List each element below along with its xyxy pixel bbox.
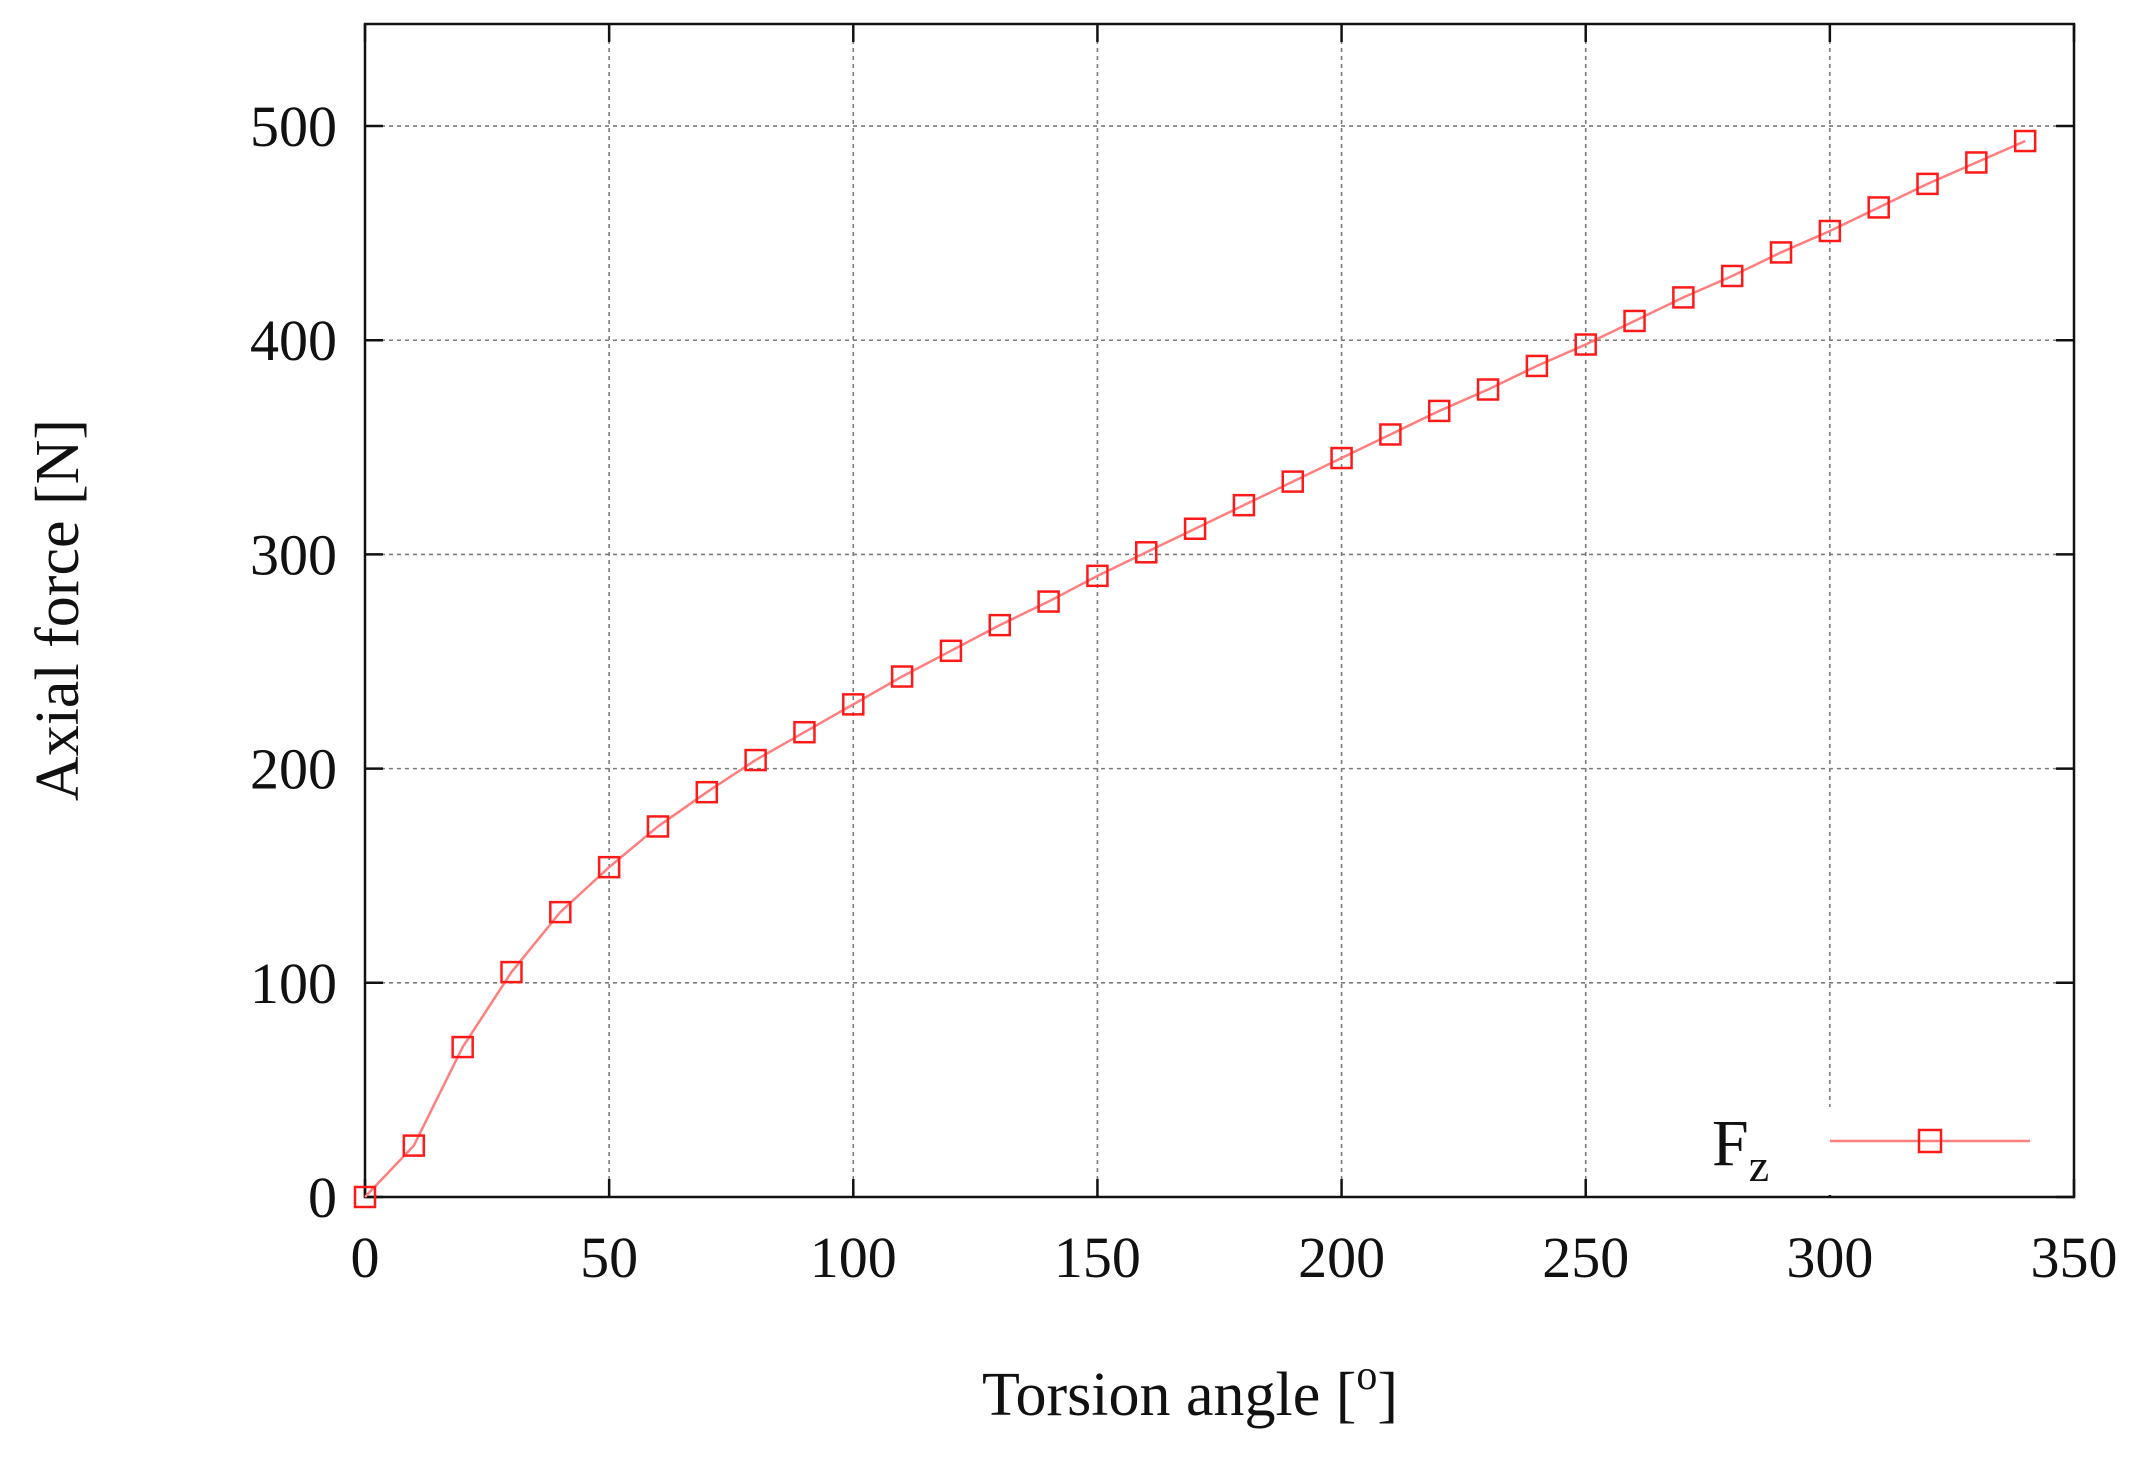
data-point-marker — [988, 613, 1012, 637]
data-point-marker — [500, 960, 523, 984]
axis-ticks — [363, 24, 2076, 1199]
data-point-marker — [597, 855, 621, 879]
data-point-marker — [890, 665, 914, 688]
data-point-marker — [1037, 590, 1060, 613]
x-tick-label: 150 — [1054, 1225, 1141, 1290]
data-point-marker — [1818, 219, 1842, 243]
data-point-marker — [695, 780, 719, 804]
legend: Fz — [1684, 1107, 2070, 1195]
tick-labels: 0 50 100 150 200 250 300 350 0 100 200 300 400 500 — [250, 94, 2118, 1290]
data-point-marker — [1916, 172, 1939, 196]
data-point-marker — [1183, 517, 1207, 540]
y-tick-label: 400 — [250, 308, 337, 373]
data-point-marker — [1720, 264, 1744, 288]
data-point-marker — [1672, 286, 1695, 309]
data-point-marker — [1232, 493, 1256, 517]
x-tick-label: 0 — [351, 1225, 380, 1290]
x-tick-label: 300 — [1786, 1225, 1873, 1290]
x-tick-label: 200 — [1298, 1225, 1385, 1290]
data-point-marker — [1525, 354, 1549, 378]
x-axis-title-superscript: o — [1356, 1353, 1377, 1399]
x-axis-title-main: Torsion angle [ — [982, 1361, 1356, 1429]
grid-lines — [365, 24, 2074, 1197]
legend-series-label: Fz — [1712, 1107, 1769, 1191]
x-tick-label: 100 — [810, 1225, 897, 1290]
x-tick-label: 350 — [2031, 1225, 2118, 1290]
data-point-marker — [1623, 309, 1646, 333]
data-point-marker — [451, 1035, 474, 1059]
x-tick-label: 50 — [580, 1225, 638, 1290]
y-tick-label: 0 — [308, 1165, 337, 1230]
data-point-marker — [1476, 378, 1500, 401]
data-point-marker — [793, 720, 816, 744]
data-point-marker — [842, 693, 865, 716]
x-axis-title-end: ] — [1377, 1361, 1398, 1429]
data-point-marker — [353, 1185, 377, 1209]
y-axis-title: Axial force [N] — [24, 419, 92, 801]
series-layer — [353, 129, 2037, 1209]
x-axis-title: Torsion angle [o] — [982, 1353, 1398, 1429]
y-tick-label: 500 — [250, 94, 337, 159]
legend-series-name: F — [1712, 1107, 1749, 1180]
data-point-marker — [1965, 151, 1988, 174]
data-point-marker — [1769, 241, 1793, 264]
data-point-marker — [1867, 196, 1890, 219]
y-tick-label: 300 — [250, 522, 337, 587]
legend-series-subscript: z — [1749, 1140, 1769, 1191]
data-point-marker — [1086, 564, 1109, 588]
legend-marker-square — [1917, 1128, 1943, 1154]
y-tick-label: 100 — [250, 951, 337, 1016]
data-point-marker — [2013, 129, 2037, 153]
data-point-marker — [549, 900, 572, 924]
data-point-marker — [744, 748, 767, 772]
series-line — [364, 139, 2026, 1198]
data-point-marker — [1574, 333, 1597, 356]
x-tick-label: 250 — [1542, 1225, 1629, 1290]
data-point-marker — [1330, 446, 1353, 470]
data-point-marker — [402, 1134, 426, 1157]
data-point-marker — [646, 815, 670, 838]
data-point-marker — [939, 639, 963, 663]
data-point-marker — [1427, 399, 1451, 423]
data-point-marker — [1281, 470, 1304, 493]
plot-frame — [363, 22, 2076, 1199]
y-tick-label: 200 — [250, 737, 337, 802]
data-point-marker — [1135, 541, 1158, 564]
legend-box-background — [1684, 1107, 2070, 1195]
data-point-marker — [1379, 423, 1402, 446]
